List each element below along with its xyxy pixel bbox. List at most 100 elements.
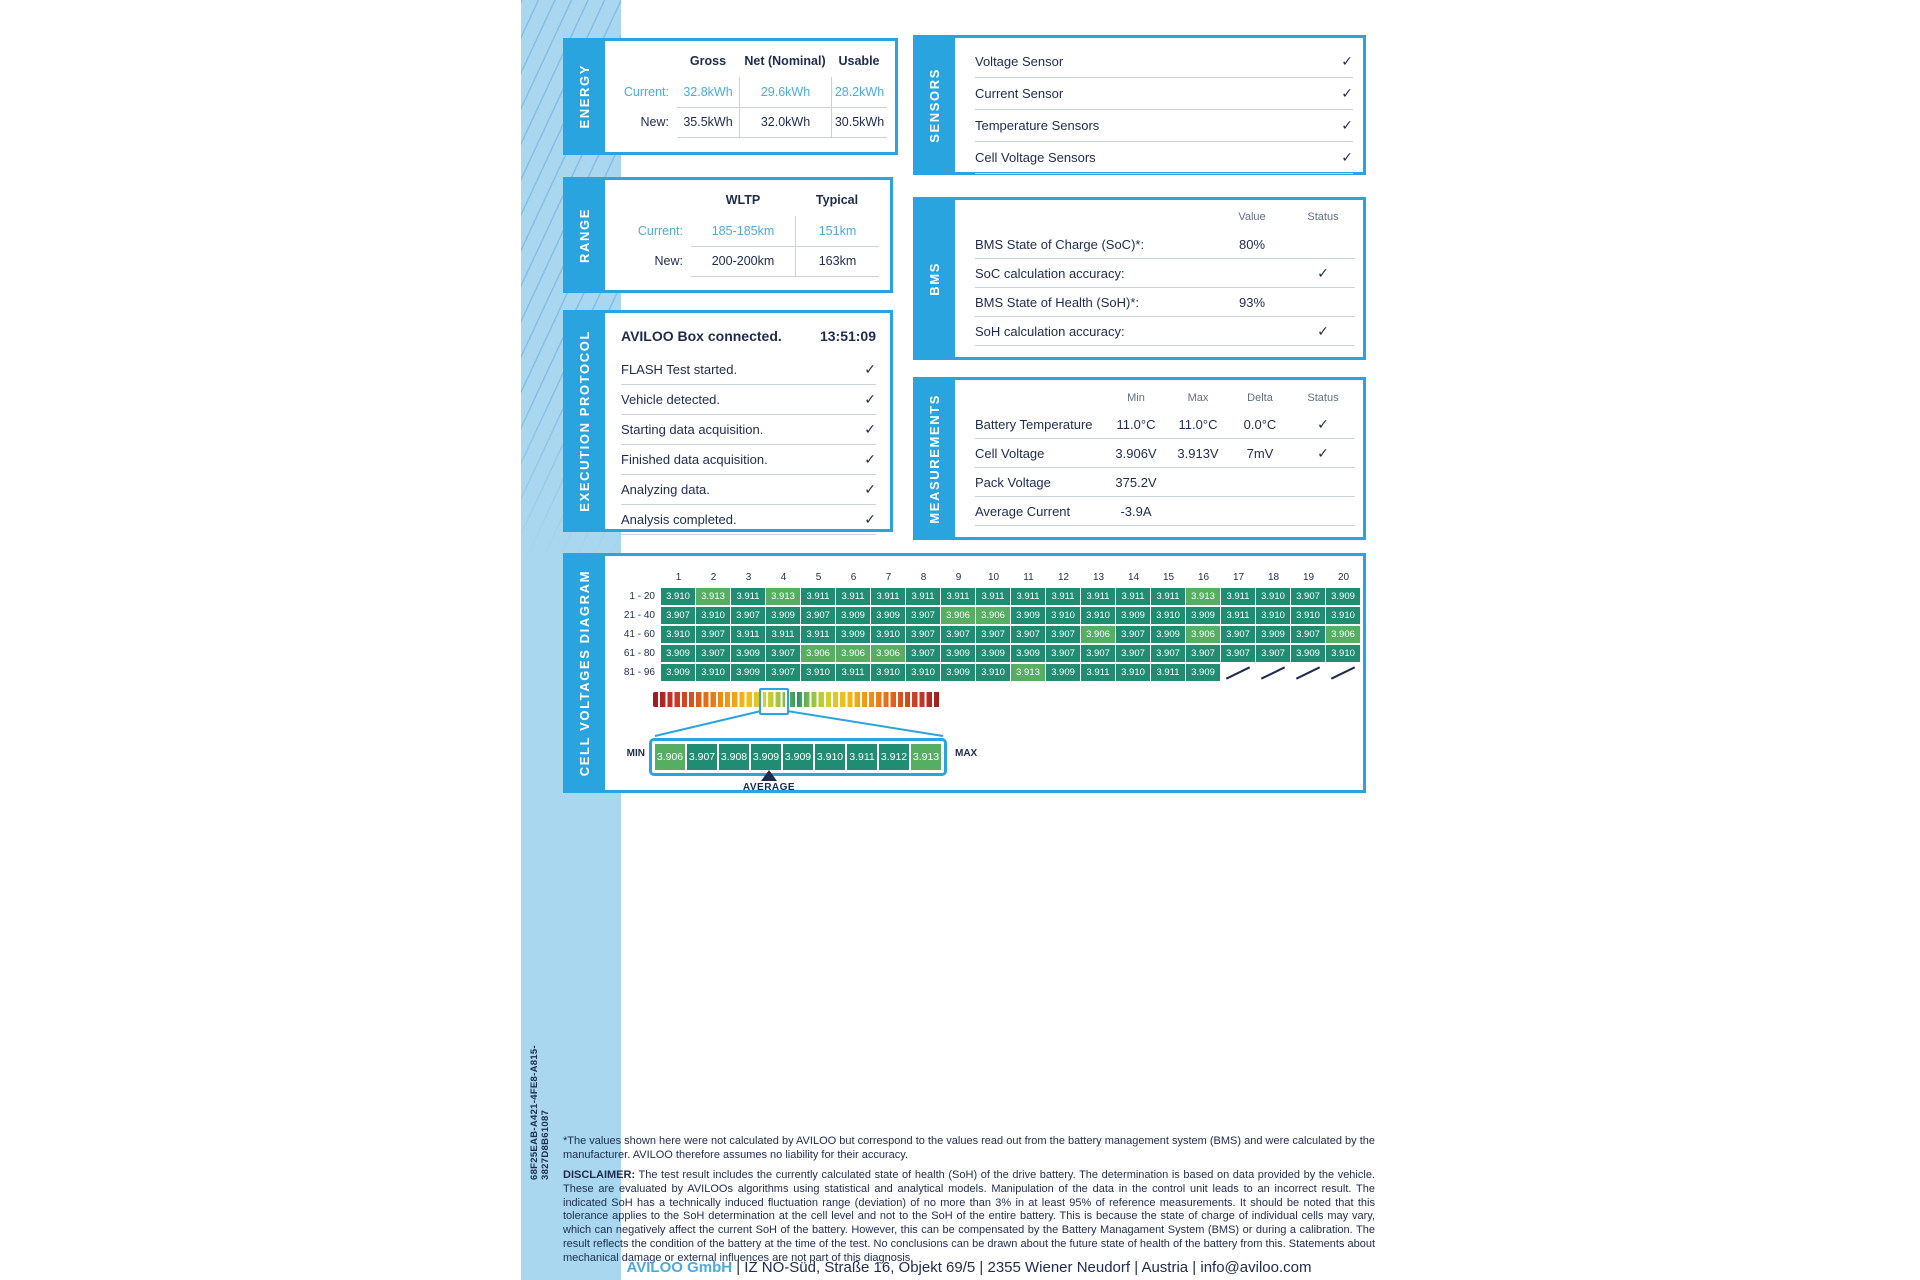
scale-cell: 3.908 — [719, 744, 749, 770]
max-label: MAX — [955, 748, 978, 759]
cell-voltage-cell: 3.911 — [1081, 664, 1115, 681]
cell-voltage-cell: 3.910 — [1291, 607, 1325, 624]
range-column-header: WLTP — [725, 193, 761, 207]
cell-column-number: 10 — [987, 572, 1000, 583]
cell-voltage-cell: 3.907 — [1116, 645, 1150, 662]
measurement-max: 11.0°C — [1178, 416, 1218, 432]
energy-value: 29.6kWh — [739, 76, 831, 108]
footer-company: AVILOO GmbH — [626, 1259, 733, 1276]
check-icon: ✓ — [1341, 117, 1353, 133]
cell-column-number: 2 — [710, 572, 717, 583]
measurement-row: Average Current -3.9A ✓ — [975, 497, 1355, 526]
range-value: 200-200km — [691, 246, 795, 277]
energy-column-header: Usable — [838, 54, 880, 68]
cell-voltage-cell: 3.909 — [941, 664, 975, 681]
cell-voltage-cell: 3.907 — [1046, 645, 1080, 662]
cell-voltage-cell: 3.907 — [696, 645, 730, 662]
execution-protocol-section-tab: EXECUTION PROTOCOL — [563, 310, 605, 532]
cell-voltages-section-label: CELL VOLTAGES DIAGRAM — [576, 569, 592, 777]
cell-column-number: 20 — [1337, 572, 1350, 583]
scale-cell: 3.912 — [879, 744, 909, 770]
cell-voltage-cell: 3.910 — [696, 607, 730, 624]
range-table-header: WLTP Typical — [607, 184, 882, 216]
cell-column-number: 17 — [1232, 572, 1245, 583]
cell-voltage-cell: 3.911 — [731, 588, 765, 605]
energy-table-header: Gross Net (Nominal) Usable — [607, 45, 887, 77]
sensors-section-label: SENSORS — [926, 67, 942, 143]
cell-voltage-cell: 3.910 — [1046, 607, 1080, 624]
measurement-label: Pack Voltage — [975, 474, 1051, 490]
cell-voltage-cell: 3.909 — [871, 607, 905, 624]
cell-voltage-cell: 3.907 — [1116, 626, 1150, 643]
cell-voltage-cell: 3.907 — [906, 645, 940, 662]
voltage-gradient-bar — [653, 692, 941, 707]
sensor-label: Temperature Sensors — [975, 118, 1100, 133]
cell-voltage-cell: 3.907 — [1291, 588, 1325, 605]
cell-voltage-cell: 3.910 — [1256, 588, 1290, 605]
average-label: AVERAGE — [742, 782, 796, 793]
cell-voltage-cell: 3.911 — [1011, 588, 1045, 605]
cell-voltage-cell: 3.911 — [976, 588, 1010, 605]
energy-panel: ENERGY Gross Net (Nominal) Usable Current: — [563, 38, 898, 155]
range-value: 163km — [795, 245, 879, 277]
cell-voltage-cell: 3.909 — [661, 664, 695, 681]
energy-value: 30.5kWh — [831, 106, 887, 138]
cell-row-label: 21 - 40 — [623, 610, 655, 621]
cell-column-number: 8 — [920, 572, 927, 583]
footer-address: | IZ NÖ-Süd, Straße 16, Objekt 69/5 | 23… — [732, 1259, 1312, 1276]
bms-row: SoH calculation accuracy: ✓ — [975, 317, 1355, 346]
cell-row-label: 81 - 96 — [623, 667, 655, 678]
sensors-panel-body: Voltage Sensor ✓ Current Sensor ✓ Temper… — [955, 35, 1366, 175]
cell-column-number: 13 — [1092, 572, 1105, 583]
sensor-label: Cell Voltage Sensors — [975, 150, 1096, 165]
cell-column-number: 16 — [1197, 572, 1210, 583]
cell-voltage-cell: 3.913 — [1011, 664, 1045, 681]
energy-table-row: Current: 32.8kWh 29.6kWh 28.2kWh — [607, 76, 887, 108]
bms-status-column-header: Status — [1307, 211, 1339, 223]
cell-voltage-cell: 3.910 — [661, 626, 695, 643]
bms-section-label: BMS — [926, 261, 942, 296]
bms-row-label: SoC calculation accuracy: — [975, 265, 1125, 281]
cell-voltage-cell: 3.907 — [696, 626, 730, 643]
sensor-row: Cell Voltage Sensors ✓ — [975, 142, 1353, 174]
cell-voltage-cell: 3.911 — [941, 588, 975, 605]
cell-voltage-cell: 3.909 — [661, 645, 695, 662]
cell-column-number: 14 — [1127, 572, 1140, 583]
bms-panel: BMS Value Status BMS State of Charge (So… — [913, 197, 1366, 360]
cell-voltage-cell: 3.909 — [836, 607, 870, 624]
execution-protocol-section-label: EXECUTION PROTOCOL — [576, 330, 592, 512]
cell-voltage-cell: 3.911 — [1116, 588, 1150, 605]
measurements-column-header: Delta — [1247, 392, 1273, 404]
cell-voltage-cell: 3.907 — [1256, 645, 1290, 662]
measurements-panel-body: Min Max Delta Status Battery Temperature 11… — [955, 377, 1366, 540]
cell-voltage-cell: 3.911 — [1046, 588, 1080, 605]
energy-section-tab: ENERGY — [563, 38, 605, 155]
check-icon: ✓ — [1341, 149, 1353, 165]
footnote-text: *The values shown here were not calculat… — [563, 1135, 1375, 1161]
energy-value: 32.0kWh — [739, 106, 831, 138]
cell-column-number: 9 — [955, 572, 962, 583]
range-panel: RANGE WLTP Typical Current: 185- — [563, 177, 893, 293]
protocol-step-label: Analysis completed. — [621, 512, 737, 527]
cell-voltage-cell: 3.911 — [1151, 588, 1185, 605]
energy-value: 28.2kWh — [831, 76, 887, 108]
cell-voltage-cell: 3.910 — [801, 664, 835, 681]
cell-voltage-cell: 3.911 — [906, 588, 940, 605]
cell-voltage-cell: 3.907 — [1291, 626, 1325, 643]
cell-voltage-cell: 3.909 — [1151, 626, 1185, 643]
range-value: 151km — [795, 215, 879, 247]
check-icon: ✓ — [1317, 444, 1329, 461]
measurement-delta: 0.0°C — [1243, 416, 1277, 432]
protocol-step-label: Finished data acquisition. — [621, 452, 768, 467]
cell-voltage-row: 21 - 40 3.907 3.910 3.907 3.909 3.907 3.909 3.… — [609, 606, 1361, 625]
cell-voltage-cell: 3.910 — [696, 664, 730, 681]
scale-cell: 3.909 — [751, 744, 781, 770]
cell-voltage-row: 81 - 96 3.909 3.910 3.909 3.907 3.910 3.911 3.… — [609, 663, 1361, 682]
sensors-list: Voltage Sensor ✓ Current Sensor ✓ Temper… — [955, 38, 1363, 174]
cell-voltage-cell: 3.909 — [1256, 626, 1290, 643]
cell-voltage-cell: 3.906 — [941, 607, 975, 624]
cell-column-number: 6 — [850, 572, 857, 583]
cell-voltage-cell: 3.910 — [1326, 645, 1360, 662]
cell-column-number: 18 — [1267, 572, 1280, 583]
cell-voltage-cell: 3.907 — [1221, 626, 1255, 643]
